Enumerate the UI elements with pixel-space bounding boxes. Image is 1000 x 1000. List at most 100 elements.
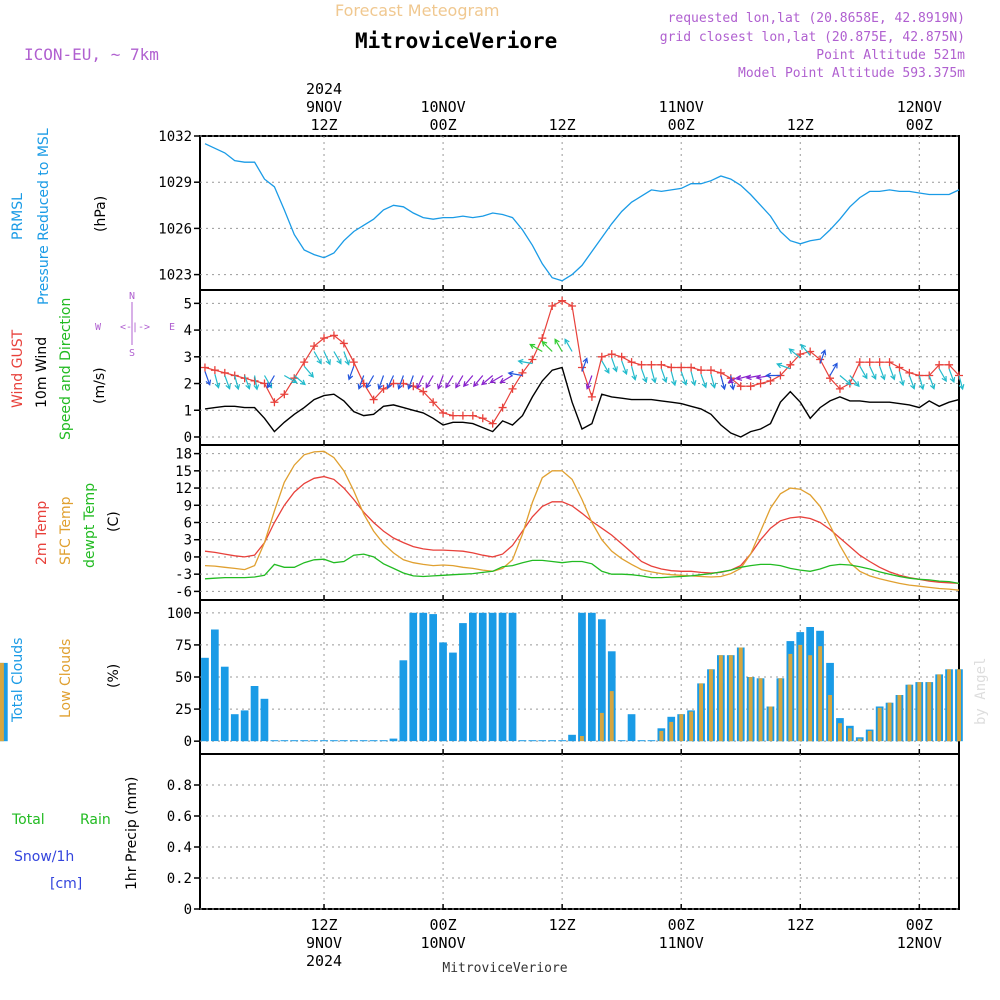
low-cloud-bar [0, 662, 4, 742]
gust-marker [478, 414, 487, 423]
wind-direction-arrow [948, 368, 956, 384]
total-cloud-bar [310, 740, 318, 742]
gust-marker [607, 350, 616, 359]
closest-coords: grid closest lon,lat (20.875E, 42.875N) [660, 30, 965, 45]
low-cloud-bar [758, 678, 763, 742]
low-cloud-bar [679, 714, 684, 742]
total-cloud-bar [528, 740, 537, 742]
total-cloud-bar [498, 612, 507, 742]
wind-direction-arrow [377, 375, 385, 390]
total-cloud-bar [439, 642, 447, 742]
total-cloud-bar [488, 612, 497, 742]
low-cloud-bar [788, 653, 793, 742]
gust-marker [200, 363, 209, 372]
wind-direction-arrow [938, 368, 947, 383]
cloud-unit: (%) [106, 664, 122, 688]
bottom-time-label: 00Z [668, 916, 695, 934]
gust-marker [855, 358, 864, 367]
total-cloud-bar [369, 740, 378, 742]
total-cloud-bar [598, 619, 606, 742]
gust-marker [706, 366, 715, 375]
wind-direction-arrow [908, 375, 916, 390]
wind-direction-arrow [343, 351, 350, 366]
total-cloud-bar [588, 612, 596, 742]
wind-label: 10m Wind [34, 337, 50, 408]
wind-direction-arrow [365, 375, 375, 389]
gust-marker [835, 384, 844, 393]
wind-direction-arrow [234, 375, 241, 391]
wind-direction-arrow [347, 365, 355, 381]
wind-direction-arrow [839, 375, 852, 386]
gust-marker [419, 387, 428, 396]
pressure-labels: PRMSL Pressure Reduced to MSL (hPa) [10, 128, 109, 305]
low-cloud-bar [728, 655, 733, 742]
low-cloud-bar [709, 669, 713, 742]
sfc-temp-line [204, 450, 960, 591]
total-cloud-bar [449, 652, 457, 742]
gust-marker [796, 350, 805, 359]
total-cloud-bar [359, 740, 368, 742]
total-cloud-bar [627, 714, 636, 742]
gust-marker [657, 360, 666, 369]
top-time-label: 10NOV [421, 98, 466, 116]
top-time-label: 11NOV [659, 98, 704, 116]
gust-marker [568, 302, 577, 311]
wind-direction-arrow [918, 375, 925, 391]
gust-marker [528, 355, 537, 364]
top-time-label: 2024 [306, 80, 342, 98]
total-cloud-bar [220, 666, 229, 742]
gust-marker [468, 411, 477, 420]
gust-marker [865, 358, 874, 367]
wind-direction-arrow [819, 349, 827, 364]
wind-direction-arrow [879, 365, 886, 381]
gust-marker [389, 379, 398, 388]
gust-marker [449, 411, 457, 420]
wind-direction-arrow [455, 375, 464, 389]
total-cloud-bar [478, 612, 487, 742]
wind-direction-arrow [869, 365, 877, 381]
bottom-time-label: 11NOV [659, 934, 704, 952]
total-cloud-bar [300, 740, 308, 742]
point-altitude: Point Altitude 521m [816, 48, 965, 63]
total-cloud-bar [379, 740, 388, 742]
station-title: MitroviceVeriore [355, 29, 557, 53]
low-clouds-label: Low Clouds [58, 639, 74, 718]
y-tick-label: 0 [184, 550, 192, 566]
top-time-label: 9NOV [306, 98, 342, 116]
wind-direction-arrow [564, 338, 573, 352]
wind-direction-arrow [788, 348, 801, 359]
wind-direction-arrow [386, 375, 395, 390]
wind-direction-arrow [204, 371, 212, 386]
wind-direction-arrow [244, 375, 251, 390]
cloud-labels: Total Clouds Low Clouds (%) [10, 638, 122, 723]
wind-direction-arrow [958, 375, 965, 391]
bottom-time-label: 12Z [549, 916, 576, 934]
low-cloud-bar [669, 721, 674, 742]
gust-marker [885, 358, 894, 367]
chart-subtitle: Forecast Meteogram [335, 1, 499, 20]
total-cloud-bar [548, 740, 556, 742]
low-cloud-bar [659, 730, 664, 742]
low-cloud-bar [808, 655, 813, 742]
bottom-time-label: 9NOV [306, 934, 342, 952]
y-tick-label: 0 [184, 430, 192, 446]
low-cloud-bar [927, 682, 932, 742]
low-cloud-bar [748, 677, 753, 742]
y-tick-label: 5 [184, 296, 192, 312]
wind-direction-arrow [670, 371, 677, 387]
low-cloud-bar [907, 684, 912, 742]
y-tick-label: 75 [175, 638, 192, 654]
y-tick-label: 9 [184, 498, 192, 514]
wind-direction-arrow [631, 366, 637, 381]
wind-direction-arrow [284, 374, 298, 384]
gust-marker [677, 363, 686, 372]
gust-marker [508, 384, 517, 393]
y-tick-label: -6 [175, 584, 192, 600]
total-cloud-bar [230, 714, 239, 742]
wind-labels: Wind GUST 10m Wind Speed and Direction (… [10, 291, 175, 440]
dewpt-label: dewpt Temp [82, 483, 98, 568]
precip-labels: Total Rain Snow/1h [cm] 1hr Precip (mm) [11, 777, 140, 892]
pressure-label: Pressure Reduced to MSL [36, 128, 52, 305]
gust-label: Wind GUST [10, 329, 26, 408]
